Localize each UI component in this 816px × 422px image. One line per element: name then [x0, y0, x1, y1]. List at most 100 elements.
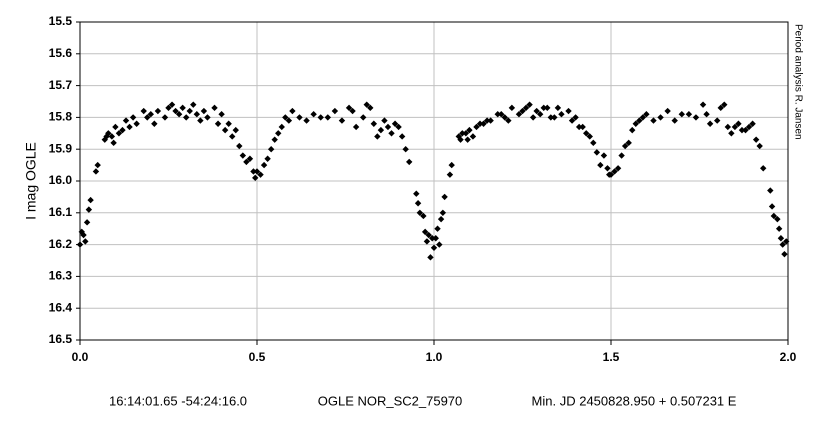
data-point	[122, 117, 130, 124]
data-point	[457, 136, 464, 143]
data-point	[85, 206, 93, 213]
data-point	[363, 101, 370, 108]
data-point	[767, 187, 774, 194]
data-point	[632, 120, 639, 127]
data-point	[296, 114, 303, 121]
data-point	[590, 139, 597, 147]
data-point	[264, 155, 271, 162]
data-point	[367, 104, 374, 112]
data-point	[434, 225, 441, 232]
data-point	[101, 136, 108, 143]
y-tick-label: 16.4	[49, 300, 73, 314]
data-point	[303, 117, 310, 124]
data-point	[87, 196, 94, 204]
data-point	[285, 117, 293, 124]
data-point	[774, 215, 781, 223]
data-point	[494, 111, 501, 118]
data-point	[420, 212, 427, 220]
side-note: Period analysis R. Jansen	[792, 24, 803, 140]
data-point	[133, 120, 140, 127]
data-point	[377, 126, 385, 134]
data-point	[175, 111, 183, 118]
data-point	[657, 114, 664, 121]
data-point	[429, 235, 436, 242]
data-point	[600, 152, 608, 159]
data-point	[515, 111, 523, 118]
data-point	[218, 111, 225, 118]
data-point	[374, 133, 381, 140]
data-point	[413, 190, 420, 197]
data-point	[140, 107, 147, 115]
y-tick-label: 15.5	[49, 14, 73, 28]
data-point	[402, 146, 409, 153]
data-point	[168, 101, 176, 108]
data-point	[650, 117, 657, 124]
data-point	[501, 114, 508, 121]
data-point	[742, 126, 749, 134]
data-point	[179, 104, 186, 112]
data-point	[193, 111, 201, 118]
data-point	[706, 120, 714, 127]
data-point	[714, 117, 721, 124]
data-point	[579, 123, 586, 131]
data-point	[416, 209, 424, 216]
data-point	[643, 111, 650, 118]
data-point	[214, 120, 222, 127]
data-point	[639, 114, 647, 121]
data-point	[384, 123, 392, 131]
data-point	[126, 123, 133, 131]
data-point	[414, 200, 422, 207]
data-point	[398, 133, 406, 140]
data-point	[381, 117, 388, 124]
data-point	[738, 126, 746, 134]
data-point	[236, 142, 243, 150]
data-point	[636, 117, 643, 124]
data-point	[575, 123, 583, 131]
data-point	[540, 104, 547, 112]
footer-star-id: OGLE NOR_SC2_75970	[318, 393, 463, 408]
data-point	[770, 212, 778, 220]
data-point	[621, 142, 629, 150]
data-point	[370, 120, 378, 127]
data-point	[317, 114, 324, 121]
data-point	[204, 114, 211, 121]
data-point	[257, 171, 264, 178]
data-point	[423, 238, 431, 245]
data-point	[760, 165, 767, 172]
data-point	[554, 104, 562, 112]
data-point	[151, 120, 158, 127]
data-point	[611, 168, 618, 175]
data-point	[144, 114, 151, 121]
data-point	[446, 171, 454, 178]
data-point	[349, 107, 356, 115]
data-point	[565, 107, 572, 115]
data-point	[448, 161, 455, 169]
y-tick-label: 15.7	[49, 78, 73, 92]
y-tick-label: 16.3	[49, 269, 73, 283]
data-point	[749, 120, 756, 127]
plot-border	[79, 21, 789, 341]
data-point	[777, 235, 785, 242]
y-tick-label: 16.5	[49, 332, 73, 346]
data-point	[533, 107, 540, 115]
data-point	[505, 117, 512, 124]
data-point	[572, 114, 579, 121]
data-point	[252, 174, 259, 182]
data-point	[783, 238, 790, 245]
y-tick-label: 15.8	[49, 110, 73, 124]
x-tick-label: 0.0	[72, 350, 89, 364]
x-tick-label: 2.0	[780, 350, 797, 364]
data-point	[278, 123, 285, 131]
data-point	[119, 126, 126, 134]
data-point	[699, 101, 707, 108]
data-point	[360, 114, 367, 121]
data-point	[197, 117, 204, 124]
data-point	[225, 120, 232, 127]
data-point	[779, 241, 786, 248]
data-point	[190, 101, 197, 108]
data-point	[487, 117, 494, 124]
data-point	[604, 165, 611, 172]
data-point	[752, 136, 760, 143]
data-point	[110, 139, 117, 147]
